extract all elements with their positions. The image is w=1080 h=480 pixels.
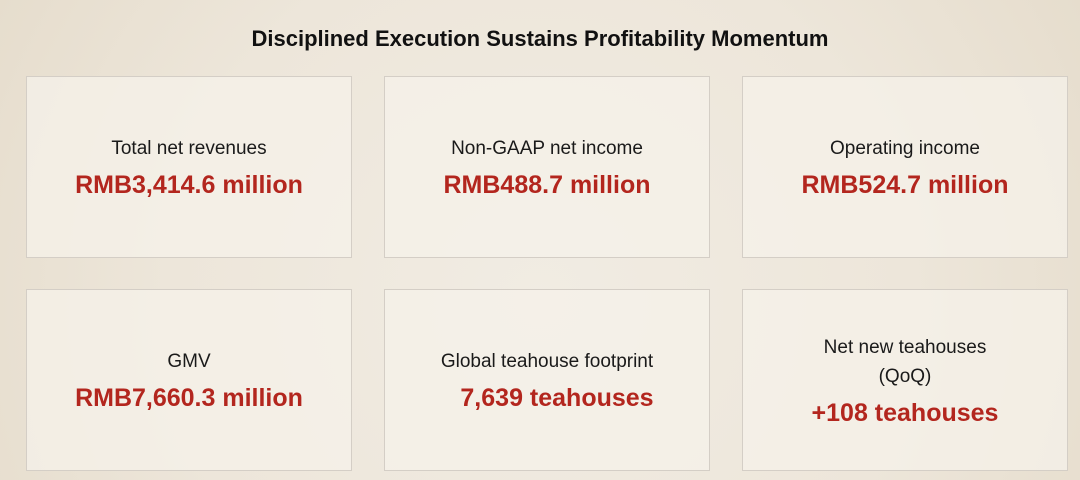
metric-value: RMB7,660.3 million bbox=[75, 384, 303, 412]
metric-card: Operating income RMB524.7 million bbox=[742, 76, 1068, 258]
metric-value: RMB524.7 million bbox=[801, 171, 1009, 199]
metric-card: Non-GAAP net income RMB488.7 million bbox=[384, 76, 710, 258]
metric-value: 7,639 teahouses bbox=[460, 384, 654, 412]
metric-card: Total net revenues RMB3,414.6 million bbox=[26, 76, 352, 258]
metric-label: GMV bbox=[167, 351, 211, 372]
metric-card: Net new teahouses (QoQ) +108 teahouses bbox=[742, 289, 1068, 471]
metric-value: +108 teahouses bbox=[811, 398, 999, 427]
metric-label: Net new teahouses (QoQ) bbox=[823, 336, 987, 387]
metric-card: Global teahouse footprint 7,639 teahouse… bbox=[384, 289, 710, 471]
metric-label: Global teahouse footprint bbox=[440, 351, 654, 372]
metric-label: Non-GAAP net income bbox=[451, 138, 643, 159]
metric-label: Total net revenues bbox=[111, 138, 267, 159]
metric-card: GMV RMB7,660.3 million bbox=[26, 289, 352, 471]
slide-title: Disciplined Execution Sustains Profitabi… bbox=[251, 26, 829, 51]
metric-value: RMB3,414.6 million bbox=[75, 171, 303, 199]
metric-label: Operating income bbox=[830, 138, 980, 159]
metric-value: RMB488.7 million bbox=[443, 171, 651, 199]
